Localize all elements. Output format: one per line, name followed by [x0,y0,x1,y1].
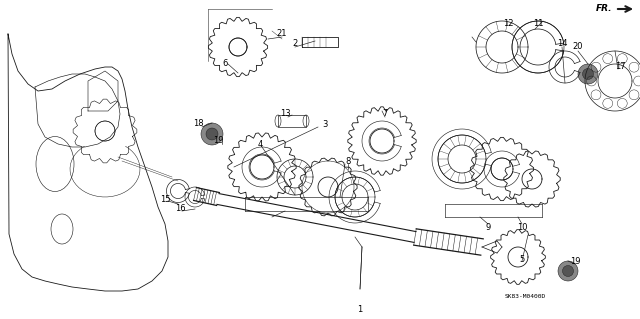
Text: 13: 13 [280,109,291,118]
Text: 19: 19 [212,137,223,145]
Polygon shape [470,137,534,201]
Text: 19: 19 [570,257,580,266]
Polygon shape [73,99,137,163]
Text: 14: 14 [557,40,567,48]
Circle shape [578,64,598,84]
Bar [278,115,306,127]
Polygon shape [491,230,545,284]
Polygon shape [209,18,268,77]
Text: 17: 17 [614,63,625,71]
Text: 16: 16 [175,204,186,213]
Polygon shape [299,158,357,216]
Text: 7: 7 [382,109,388,118]
Circle shape [201,123,223,145]
Text: 8: 8 [346,158,351,167]
Polygon shape [348,107,416,175]
Polygon shape [504,151,560,207]
Text: 9: 9 [485,222,491,232]
Text: 15: 15 [160,195,170,204]
Text: 20: 20 [573,42,583,51]
Circle shape [563,265,573,277]
Text: 2: 2 [292,40,298,48]
Polygon shape [228,133,296,201]
Text: 12: 12 [503,19,513,28]
Text: 3: 3 [323,121,328,130]
Text: 6: 6 [222,60,228,69]
Text: 18: 18 [193,120,204,129]
Circle shape [558,261,578,281]
Circle shape [582,69,593,79]
Text: FR.: FR. [595,4,612,13]
Text: 21: 21 [276,29,287,39]
Text: 1: 1 [357,305,363,314]
Text: 11: 11 [532,19,543,28]
Text: 4: 4 [257,140,262,150]
Text: 5: 5 [520,255,525,263]
Text: SK83-M0400D: SK83-M0400D [505,294,547,300]
Circle shape [206,128,218,140]
Text: 10: 10 [516,222,527,232]
